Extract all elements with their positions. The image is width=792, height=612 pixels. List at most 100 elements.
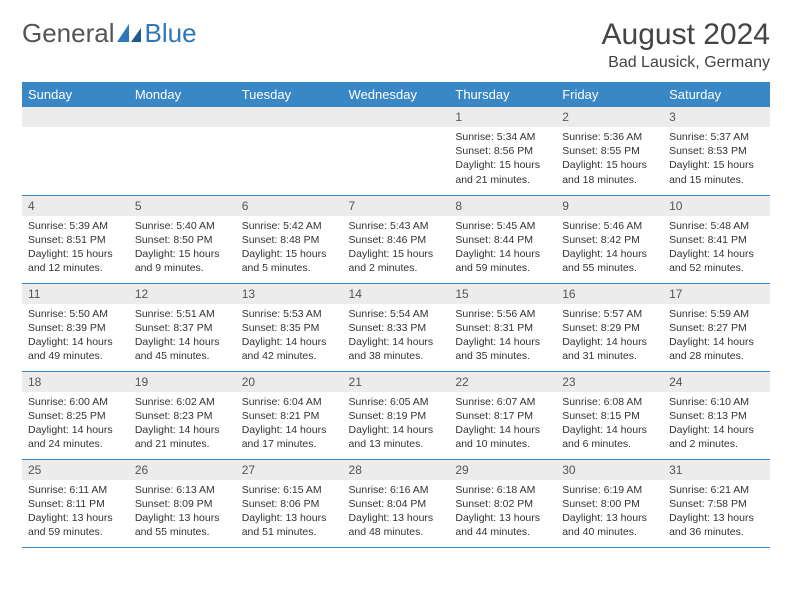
daylight-line: Daylight: 14 hours and 52 minutes. (669, 247, 764, 275)
calendar-week-row: 4Sunrise: 5:39 AMSunset: 8:51 PMDaylight… (22, 195, 770, 283)
daylight-line: Daylight: 13 hours and 51 minutes. (242, 511, 337, 539)
calendar-week-row: 25Sunrise: 6:11 AMSunset: 8:11 PMDayligh… (22, 459, 770, 547)
sunrise-line: Sunrise: 5:57 AM (562, 307, 657, 321)
title-block: August 2024 Bad Lausick, Germany (602, 18, 770, 72)
day-body: Sunrise: 5:46 AMSunset: 8:42 PMDaylight:… (556, 216, 663, 282)
day-body (236, 127, 343, 187)
day-body: Sunrise: 5:43 AMSunset: 8:46 PMDaylight:… (343, 216, 450, 282)
calendar-day-cell (236, 107, 343, 195)
day-body (343, 127, 450, 187)
daylight-line: Daylight: 14 hours and 59 minutes. (455, 247, 550, 275)
calendar-body: 1Sunrise: 5:34 AMSunset: 8:56 PMDaylight… (22, 107, 770, 547)
daylight-line: Daylight: 15 hours and 21 minutes. (455, 158, 550, 186)
calendar-day-cell (129, 107, 236, 195)
calendar-day-cell: 9Sunrise: 5:46 AMSunset: 8:42 PMDaylight… (556, 195, 663, 283)
day-number: 16 (556, 284, 663, 304)
sunset-line: Sunset: 8:55 PM (562, 144, 657, 158)
day-body: Sunrise: 5:36 AMSunset: 8:55 PMDaylight:… (556, 127, 663, 193)
sunrise-line: Sunrise: 6:00 AM (28, 395, 123, 409)
sunset-line: Sunset: 8:15 PM (562, 409, 657, 423)
day-body (22, 127, 129, 187)
daylight-line: Daylight: 14 hours and 28 minutes. (669, 335, 764, 363)
calendar-day-cell: 5Sunrise: 5:40 AMSunset: 8:50 PMDaylight… (129, 195, 236, 283)
day-body: Sunrise: 6:15 AMSunset: 8:06 PMDaylight:… (236, 480, 343, 546)
sunset-line: Sunset: 8:19 PM (349, 409, 444, 423)
daylight-line: Daylight: 15 hours and 5 minutes. (242, 247, 337, 275)
day-body: Sunrise: 5:48 AMSunset: 8:41 PMDaylight:… (663, 216, 770, 282)
sunset-line: Sunset: 8:13 PM (669, 409, 764, 423)
sunset-line: Sunset: 7:58 PM (669, 497, 764, 511)
daylight-line: Daylight: 14 hours and 13 minutes. (349, 423, 444, 451)
day-body: Sunrise: 5:37 AMSunset: 8:53 PMDaylight:… (663, 127, 770, 193)
calendar-week-row: 18Sunrise: 6:00 AMSunset: 8:25 PMDayligh… (22, 371, 770, 459)
calendar-day-cell: 26Sunrise: 6:13 AMSunset: 8:09 PMDayligh… (129, 459, 236, 547)
day-body: Sunrise: 6:04 AMSunset: 8:21 PMDaylight:… (236, 392, 343, 458)
month-title: August 2024 (602, 18, 770, 52)
day-number (129, 107, 236, 127)
day-number: 19 (129, 372, 236, 392)
sunset-line: Sunset: 8:48 PM (242, 233, 337, 247)
calendar-week-row: 11Sunrise: 5:50 AMSunset: 8:39 PMDayligh… (22, 283, 770, 371)
calendar-day-cell: 24Sunrise: 6:10 AMSunset: 8:13 PMDayligh… (663, 371, 770, 459)
daylight-line: Daylight: 14 hours and 42 minutes. (242, 335, 337, 363)
calendar-day-cell: 7Sunrise: 5:43 AMSunset: 8:46 PMDaylight… (343, 195, 450, 283)
calendar-day-cell: 27Sunrise: 6:15 AMSunset: 8:06 PMDayligh… (236, 459, 343, 547)
day-number: 24 (663, 372, 770, 392)
daylight-line: Daylight: 14 hours and 6 minutes. (562, 423, 657, 451)
sunset-line: Sunset: 8:17 PM (455, 409, 550, 423)
sunset-line: Sunset: 8:44 PM (455, 233, 550, 247)
sunset-line: Sunset: 8:37 PM (135, 321, 230, 335)
sunrise-line: Sunrise: 5:54 AM (349, 307, 444, 321)
daylight-line: Daylight: 15 hours and 12 minutes. (28, 247, 123, 275)
calendar-table: SundayMondayTuesdayWednesdayThursdayFrid… (22, 82, 770, 548)
sunrise-line: Sunrise: 5:46 AM (562, 219, 657, 233)
day-number (22, 107, 129, 127)
day-number: 23 (556, 372, 663, 392)
sunset-line: Sunset: 8:53 PM (669, 144, 764, 158)
day-body: Sunrise: 6:10 AMSunset: 8:13 PMDaylight:… (663, 392, 770, 458)
day-body (129, 127, 236, 187)
sunset-line: Sunset: 8:25 PM (28, 409, 123, 423)
day-number: 6 (236, 196, 343, 216)
daylight-line: Daylight: 15 hours and 15 minutes. (669, 158, 764, 186)
daylight-line: Daylight: 14 hours and 24 minutes. (28, 423, 123, 451)
sunset-line: Sunset: 8:09 PM (135, 497, 230, 511)
sunrise-line: Sunrise: 5:39 AM (28, 219, 123, 233)
day-number: 18 (22, 372, 129, 392)
calendar-day-cell: 17Sunrise: 5:59 AMSunset: 8:27 PMDayligh… (663, 283, 770, 371)
daylight-line: Daylight: 15 hours and 9 minutes. (135, 247, 230, 275)
brand-part2: Blue (145, 18, 197, 49)
location-label: Bad Lausick, Germany (602, 54, 770, 72)
daylight-line: Daylight: 14 hours and 21 minutes. (135, 423, 230, 451)
calendar-day-cell: 1Sunrise: 5:34 AMSunset: 8:56 PMDaylight… (449, 107, 556, 195)
day-number: 22 (449, 372, 556, 392)
brand-part1: General (22, 18, 115, 49)
day-number: 31 (663, 460, 770, 480)
day-number (236, 107, 343, 127)
calendar-day-cell: 2Sunrise: 5:36 AMSunset: 8:55 PMDaylight… (556, 107, 663, 195)
daylight-line: Daylight: 13 hours and 36 minutes. (669, 511, 764, 539)
sunrise-line: Sunrise: 5:56 AM (455, 307, 550, 321)
sunrise-line: Sunrise: 6:10 AM (669, 395, 764, 409)
day-body: Sunrise: 6:13 AMSunset: 8:09 PMDaylight:… (129, 480, 236, 546)
sunset-line: Sunset: 8:21 PM (242, 409, 337, 423)
day-body: Sunrise: 6:19 AMSunset: 8:00 PMDaylight:… (556, 480, 663, 546)
day-body: Sunrise: 6:11 AMSunset: 8:11 PMDaylight:… (22, 480, 129, 546)
calendar-day-cell: 25Sunrise: 6:11 AMSunset: 8:11 PMDayligh… (22, 459, 129, 547)
sail-icon (117, 24, 143, 44)
sunset-line: Sunset: 8:41 PM (669, 233, 764, 247)
sunrise-line: Sunrise: 6:08 AM (562, 395, 657, 409)
calendar-day-cell: 16Sunrise: 5:57 AMSunset: 8:29 PMDayligh… (556, 283, 663, 371)
day-number: 27 (236, 460, 343, 480)
sunset-line: Sunset: 8:51 PM (28, 233, 123, 247)
calendar-day-cell: 30Sunrise: 6:19 AMSunset: 8:00 PMDayligh… (556, 459, 663, 547)
calendar-day-cell: 4Sunrise: 5:39 AMSunset: 8:51 PMDaylight… (22, 195, 129, 283)
daylight-line: Daylight: 14 hours and 2 minutes. (669, 423, 764, 451)
weekday-header: Tuesday (236, 82, 343, 107)
day-body: Sunrise: 6:08 AMSunset: 8:15 PMDaylight:… (556, 392, 663, 458)
calendar-day-cell: 23Sunrise: 6:08 AMSunset: 8:15 PMDayligh… (556, 371, 663, 459)
sunrise-line: Sunrise: 5:36 AM (562, 130, 657, 144)
day-number: 28 (343, 460, 450, 480)
sunrise-line: Sunrise: 6:19 AM (562, 483, 657, 497)
daylight-line: Daylight: 14 hours and 49 minutes. (28, 335, 123, 363)
